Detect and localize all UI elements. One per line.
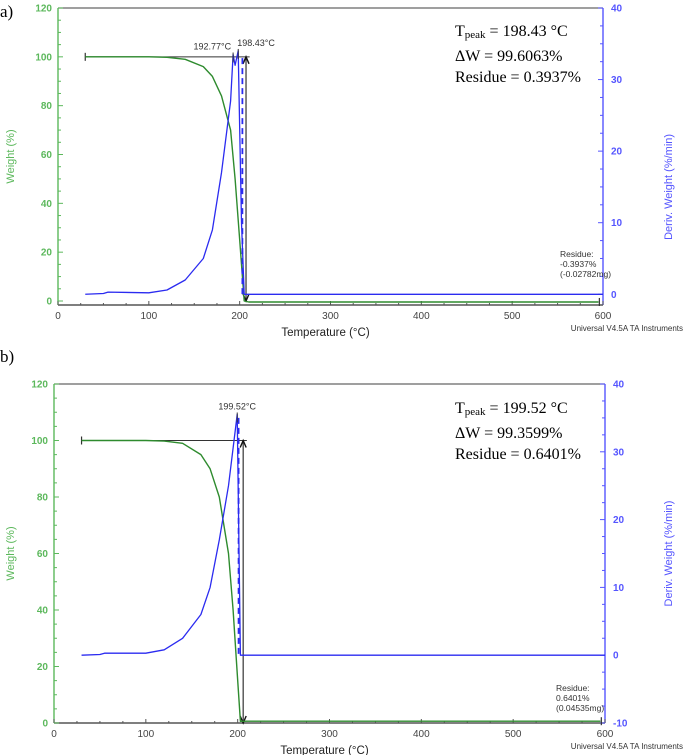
y2-tick-label: 30 [613,447,625,458]
residue-line-a: Residue = 0.3937% [455,69,581,86]
deriv-curve [85,50,603,295]
y2-tick-label: -10 [613,719,628,730]
y2-tick-label: 10 [611,218,623,229]
panel-b-label: b) [0,347,15,366]
residue-note: (0.04535mg) [556,703,604,713]
x-tick-label: 200 [231,311,248,322]
residue-note: (-0.02782mg) [560,269,611,279]
residue-note: Residue: [556,683,590,693]
x-tick-label: 600 [595,311,612,322]
x-tick-label: 500 [505,729,522,740]
x-tick-label: 400 [413,729,430,740]
y2-tick-label: 0 [613,651,619,662]
x-tick-label: 0 [51,729,57,740]
x-tick-label: 600 [597,729,614,740]
panel-a-label: a) [0,2,14,21]
deriv-curve [81,413,605,656]
y-tick-label: 120 [35,4,52,15]
x-axis-title: Temperature (°C) [280,745,368,755]
peak-label: 198.43°C [237,38,275,48]
x-tick-label: 0 [55,311,61,322]
delta-w-line-a: ΔW = 99.6063% [455,48,563,65]
residue-note: -0.3937% [560,259,597,269]
y-tick-label: 20 [41,248,53,259]
annotation-box-a: Tpeak = 198.43 °C ΔW = 99.6063% Residue … [455,21,581,88]
x-tick-label: 500 [504,311,521,322]
y-tick-label: 80 [37,493,49,504]
peak-label: 199.52°C [218,402,256,412]
x-tick-label: 100 [140,311,157,322]
arrow-up-icon [242,55,250,65]
y2-axis-title: Deriv. Weight (%/min) [663,501,675,607]
y-tick-label: 40 [41,199,53,210]
y-tick-label: 80 [41,101,53,112]
annotation-box-b: Tpeak = 199.52 °C ΔW = 99.3599% Residue … [455,398,581,465]
y-axis-title: Weight (%) [5,526,17,580]
y2-tick-label: 40 [611,4,623,15]
y2-tick-label: 20 [613,515,625,526]
delta-w-line-b: ΔW = 99.3599% [455,425,563,442]
y-tick-label: 60 [37,549,49,560]
y-tick-label: 40 [37,606,49,617]
residue-line-b: Residue = 0.6401% [455,446,581,463]
y-tick-label: 0 [46,297,52,308]
y2-tick-label: 0 [611,290,617,301]
x-tick-label: 300 [321,729,338,740]
y-tick-label: 120 [31,380,48,391]
y-tick-label: 100 [35,52,52,63]
tpeak-line-b: Tpeak = 199.52 °C [455,400,568,418]
y2-tick-label: 10 [613,583,625,594]
x-tick-label: 400 [413,311,430,322]
y-tick-label: 60 [41,150,53,161]
instrument-footer: Universal V4.5A TA Instruments [571,324,683,333]
instrument-footer: Universal V4.5A TA Instruments [571,742,683,751]
residue-note: Residue: [560,249,594,259]
y-axis-title: Weight (%) [5,129,17,183]
x-tick-label: 200 [229,729,246,740]
x-tick-label: 300 [322,311,339,322]
x-axis-title: Temperature (°C) [281,327,369,339]
residue-note: 0.6401% [556,693,590,703]
y-tick-label: 100 [31,436,48,447]
weight-curve [81,439,601,722]
y2-tick-label: 30 [611,75,623,86]
y2-axis-title: Deriv. Weight (%/min) [663,134,675,240]
y-tick-label: 0 [42,719,48,730]
y2-tick-label: 20 [611,147,623,158]
weight-curve [85,56,599,303]
tpeak-line-a: Tpeak = 198.43 °C [455,23,568,41]
x-tick-label: 100 [137,729,154,740]
arrow-down-icon [239,715,247,725]
peak-label: 192.77°C [193,42,231,52]
arrow-up-icon [239,438,247,448]
y-tick-label: 20 [37,662,49,673]
y2-tick-label: 40 [613,380,625,391]
